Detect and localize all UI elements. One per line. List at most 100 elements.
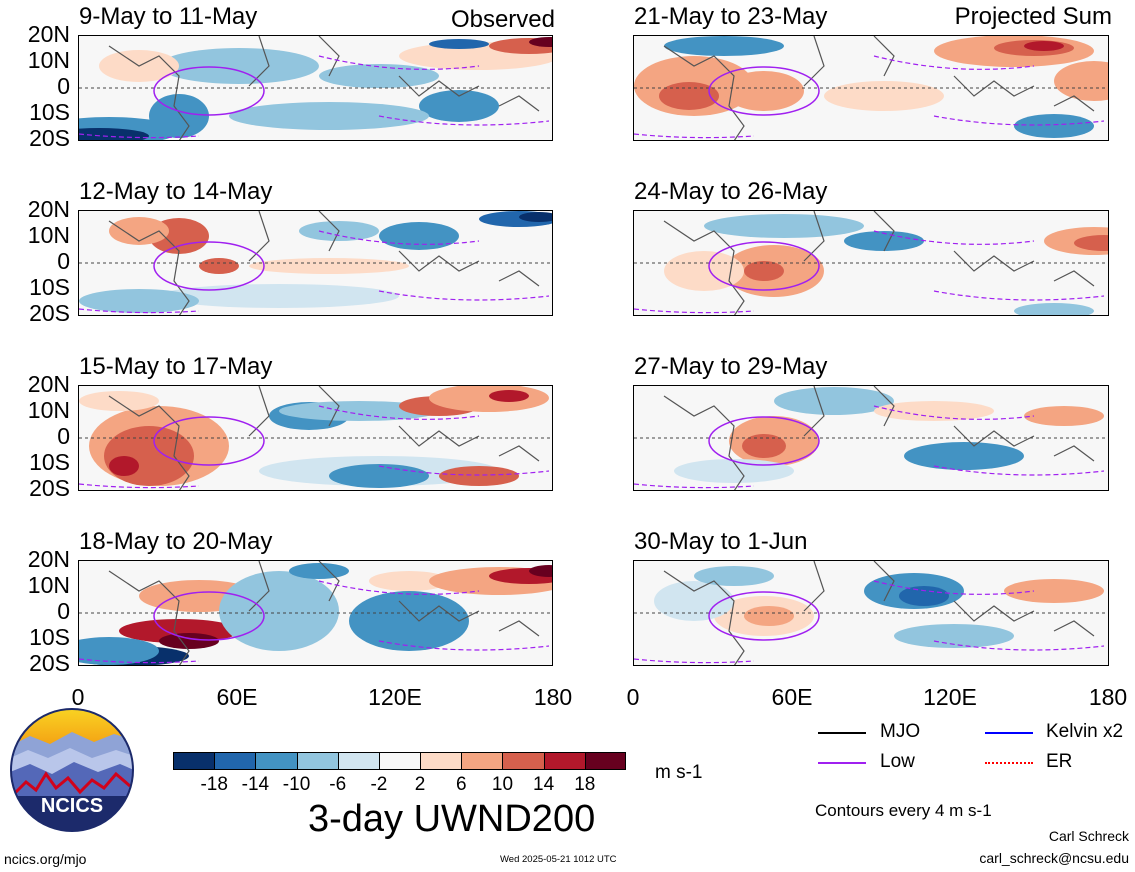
anomaly-shading	[219, 571, 339, 651]
legend-label: Kelvin x2	[1046, 721, 1124, 742]
anomaly-shading	[529, 37, 552, 47]
coastline	[108, 561, 540, 665]
lon-label: 180	[1088, 684, 1128, 710]
legend-label: ER	[1046, 751, 1073, 772]
colorbar-swatch	[214, 752, 256, 770]
low-contour	[153, 591, 265, 641]
map-panel-projected	[633, 385, 1109, 491]
observed-label: Observed	[450, 6, 555, 33]
anomaly-shading	[229, 102, 429, 130]
colorbar-tick: -10	[282, 774, 311, 795]
coastline	[108, 36, 540, 140]
footer-email: carl_schreck@ncsu.edu	[979, 850, 1129, 866]
anomaly-shading	[1054, 61, 1108, 101]
coastline	[663, 386, 1095, 490]
map-panel-observed	[78, 560, 553, 666]
anomaly-shading	[109, 217, 169, 245]
colorbar-tick: 10	[491, 774, 514, 795]
low-contour	[708, 241, 820, 291]
anomaly-shading	[904, 442, 1024, 470]
ncics-logo: NCICS	[10, 708, 134, 832]
colorbar-tick: -14	[241, 774, 270, 795]
footer-author: Carl Schreck	[1048, 828, 1129, 844]
footer-url: ncics.org/mjo	[4, 851, 87, 867]
colorbar-swatch	[584, 752, 626, 770]
anomaly-shading	[104, 426, 194, 486]
lat-label: 10S	[29, 99, 70, 125]
colorbar	[173, 752, 626, 770]
logo-text: NCICS	[41, 795, 103, 817]
coastline	[108, 386, 540, 490]
panel-title: 21-May to 23-May	[634, 3, 828, 30]
anomaly-shading	[1014, 114, 1094, 138]
anomaly-shading	[319, 64, 439, 88]
colorbar-tick: -6	[329, 774, 347, 795]
low-contour	[153, 66, 265, 116]
colorbar-swatch	[461, 752, 503, 770]
low-contour-negative	[79, 405, 550, 489]
anomaly-shading	[349, 591, 469, 651]
panel-title: 15-May to 17-May	[79, 353, 273, 380]
mjo-legend-line	[818, 732, 866, 734]
lat-label: 0	[57, 73, 70, 99]
anomaly-shading	[664, 251, 744, 291]
lon-label: 120E	[368, 684, 422, 710]
low-contour-negative	[634, 405, 1105, 489]
anomaly-shading	[724, 71, 804, 111]
lat-label: 10S	[29, 624, 70, 650]
coastline	[663, 211, 1095, 315]
anomaly-shading	[429, 39, 489, 49]
panel-title: 24-May to 26-May	[634, 178, 828, 205]
map-panel-observed	[78, 385, 553, 491]
low-contour-negative	[634, 55, 1105, 139]
anomaly-shading	[894, 624, 1014, 648]
anomaly-shading	[844, 231, 924, 251]
anomaly-shading	[1074, 235, 1108, 251]
lat-label: 10N	[27, 572, 70, 598]
map-panel-observed	[78, 35, 553, 141]
lat-label: 20N	[27, 196, 70, 222]
low-contour	[708, 591, 820, 641]
lon-label: 0	[626, 684, 640, 710]
anomaly-shading	[109, 456, 139, 476]
colorbar-swatch	[173, 752, 215, 770]
kelvin-legend-line	[985, 732, 1033, 734]
anomaly-shading	[774, 387, 894, 415]
low-contour-negative	[634, 580, 1105, 664]
lat-label: 10N	[27, 397, 70, 423]
anomaly-shading	[664, 36, 784, 56]
anomaly-shading	[79, 391, 159, 411]
anomaly-shading	[369, 571, 449, 591]
map-panel-projected	[633, 210, 1109, 316]
anomaly-shading	[659, 82, 719, 110]
low-contour	[153, 241, 265, 291]
lat-label: 10N	[27, 47, 70, 73]
anomaly-shading	[329, 464, 429, 488]
coastline	[663, 36, 1095, 140]
anomaly-shading	[489, 390, 529, 402]
anomaly-shading	[899, 586, 949, 606]
lon-label: 0	[71, 684, 85, 710]
panel-title: 18-May to 20-May	[79, 528, 273, 555]
colorbar-tick: 6	[455, 774, 467, 795]
lat-label: 20S	[29, 650, 70, 676]
low-contour-negative	[634, 230, 1105, 314]
colorbar-swatch	[296, 752, 338, 770]
legend-label: MJO	[880, 721, 921, 742]
map-panel-projected	[633, 560, 1109, 666]
map-panel-observed	[78, 210, 553, 316]
lat-label: 10N	[27, 222, 70, 248]
anomaly-shading	[1024, 406, 1104, 426]
low-contour-negative	[79, 230, 550, 314]
anomaly-shading	[519, 212, 552, 222]
lat-label: 10S	[29, 449, 70, 475]
contours-note: Contours every 4 m s-1	[815, 801, 992, 820]
main-title: 3-day UWND200	[308, 798, 596, 840]
lat-label: 20N	[27, 21, 70, 47]
colorbar-swatch	[337, 752, 379, 770]
coastline	[108, 211, 540, 315]
lat-label: 0	[57, 248, 70, 274]
lat-label: 20N	[27, 371, 70, 397]
colorbar-swatch	[378, 752, 421, 770]
anomaly-shading	[419, 90, 499, 122]
